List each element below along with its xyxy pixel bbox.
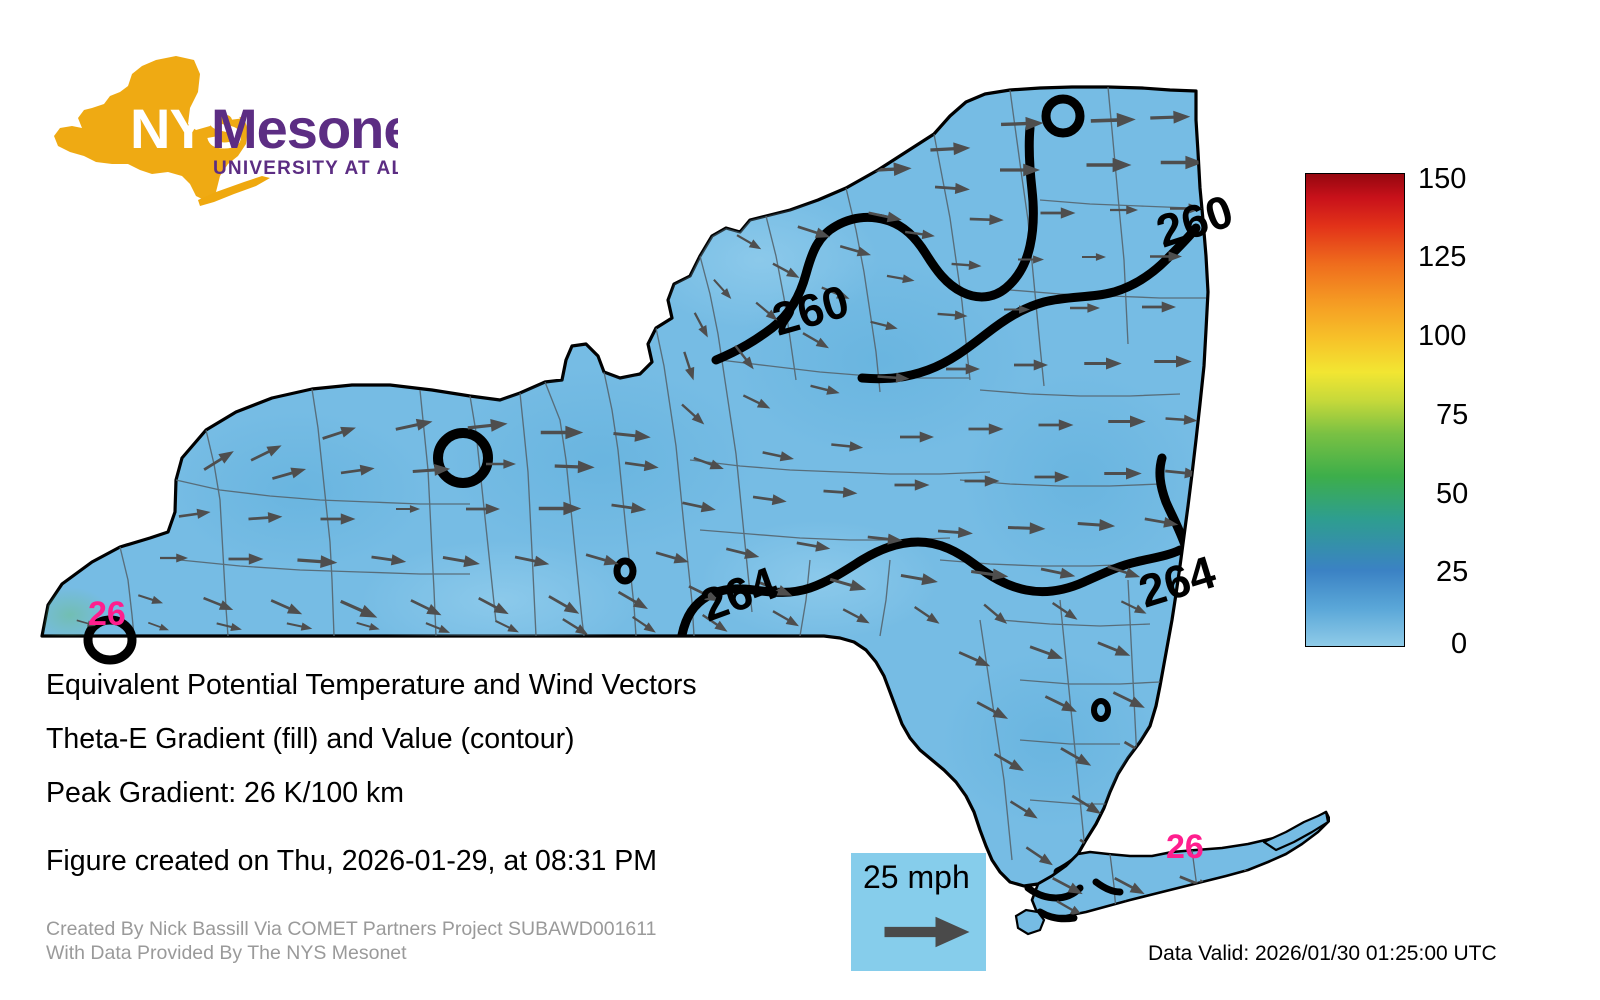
closed-contour-ring-peak-sw (83, 615, 137, 665)
credit-line-author: Created By Nick Bassill Via COMET Partne… (46, 918, 657, 940)
caption-line-peak-gradient: Peak Gradient: 26 K/100 km (46, 777, 405, 809)
colorbar-tick-0: 0 (1451, 628, 1468, 660)
contour-264-east (1155, 453, 1191, 553)
caption-line-created-on: Figure created on Thu, 2026-01-29, at 08… (46, 845, 658, 877)
colorbar-tick-100: 100 (1418, 320, 1467, 352)
logo-nys-text: NYS (130, 97, 242, 160)
peak-gradient-label-southwest: 26 (88, 595, 126, 633)
logo-mesonet-text: Mesonet (211, 97, 398, 160)
wind-legend-label: 25 mph (863, 859, 970, 895)
new-york-state-map: 260 260 264 264 26 26 (0, 60, 1330, 940)
closed-contours (83, 94, 1111, 722)
wind-legend-arrow-icon (884, 916, 970, 948)
logo-subtitle-text: UNIVERSITY AT ALBANY (213, 158, 398, 179)
logo-long-island (198, 176, 270, 206)
colorbar-tick-25: 25 (1436, 556, 1469, 588)
data-valid-timestamp: Data Valid: 2026/01/30 01:25:00 UTC (1148, 942, 1497, 965)
map-mainland (40, 85, 1210, 888)
contour-260-west (711, 123, 1038, 365)
logo-graphic: NYS Mesonet UNIVERSITY AT ALBANY (54, 56, 398, 206)
colorbar-tick-75: 75 (1436, 399, 1469, 431)
closed-contour-ring-small-central (613, 557, 637, 585)
colorbar-tick-150: 150 (1418, 163, 1467, 195)
colorbar-tick-125: 125 (1418, 241, 1467, 273)
peak-gradient-markers: 26 26 (88, 595, 1204, 866)
logo-state-shape (54, 56, 248, 202)
caption-line-title: Equivalent Potential Temperature and Win… (46, 669, 697, 701)
peak-gradient-label-nyc: 26 (1166, 828, 1204, 866)
caption-line-subtitle: Theta-E Gradient (fill) and Value (conto… (46, 723, 575, 755)
nys-mesonet-logo: NYS Mesonet UNIVERSITY AT ALBANY (48, 52, 398, 212)
fill-variation (42, 190, 1200, 830)
closed-contour-ring-hudson (1091, 698, 1111, 722)
long-island-north-fork (1262, 810, 1330, 852)
contour-264-main (677, 537, 1185, 640)
map-long-island (1014, 810, 1330, 936)
wind-vector-legend: 25 mph (851, 853, 986, 971)
closed-contour-ring-west (433, 428, 493, 488)
credit-line-data-source: With Data Provided By The NYS Mesonet (46, 942, 407, 964)
colorbar-tick-50: 50 (1436, 478, 1469, 510)
contour-260-east (857, 223, 1201, 384)
gradient-colorbar (1305, 173, 1405, 647)
map-svg: 260 260 264 264 26 26 (40, 85, 1330, 936)
staten-island (1014, 908, 1046, 936)
closed-contour-ring-north (1041, 94, 1085, 138)
